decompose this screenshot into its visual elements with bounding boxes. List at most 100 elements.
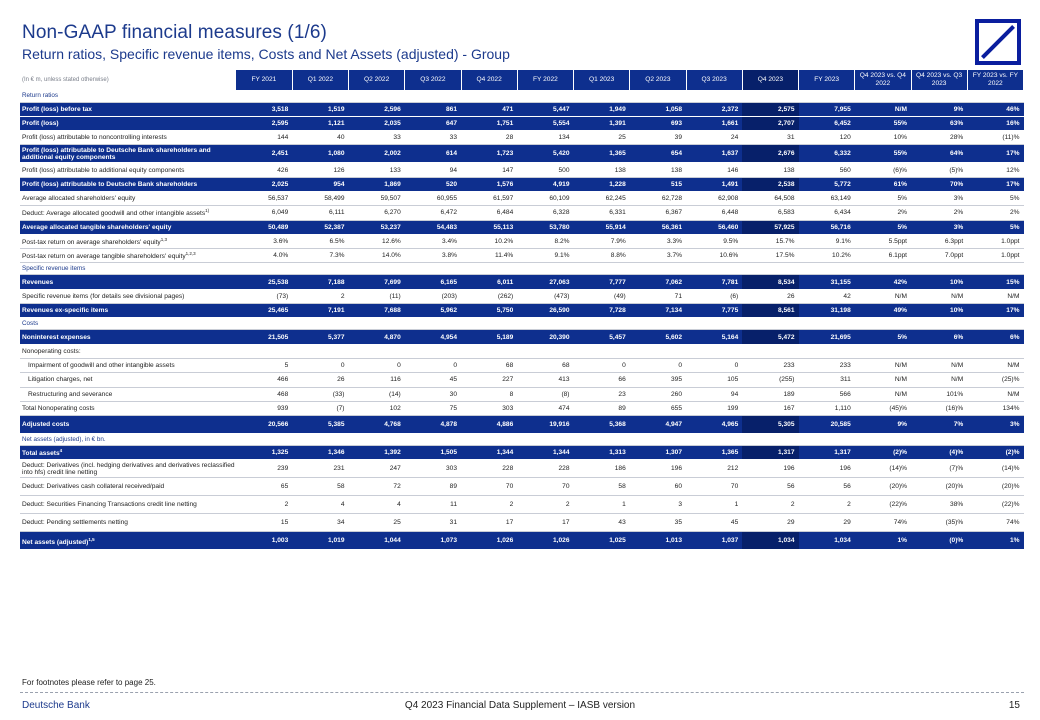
table-cell: 25	[573, 130, 630, 146]
table-cell: 5%	[854, 191, 911, 207]
table-cell: 11	[404, 495, 461, 515]
table-cell: 16%	[967, 116, 1024, 132]
table-cell: 56	[798, 477, 855, 497]
table-cell: 2	[798, 495, 855, 515]
row-label: Deduct: Derivatives cash collateral rece…	[20, 477, 236, 497]
table-cell: 5,554	[517, 116, 574, 132]
table-cell: 3.8%	[404, 248, 461, 264]
table-cell: 58,499	[292, 191, 349, 207]
table-cell: 196	[629, 459, 686, 479]
table-cell: 6,434	[798, 205, 855, 221]
table-row: Deduct: Average allocated goodwill and o…	[20, 205, 1024, 221]
table-cell: 228	[517, 459, 574, 479]
table-cell: 55,113	[461, 220, 518, 235]
table-cell: 2,451	[236, 144, 293, 164]
table-cell: 6.1ppt	[854, 248, 911, 264]
table-cell: 5	[236, 358, 293, 374]
footnote-marker: 1,5	[88, 536, 95, 542]
table-cell: 17%	[967, 177, 1024, 192]
table-cell: 10.6%	[686, 248, 743, 264]
table-cell: 9%	[854, 415, 911, 435]
table-cell: 1,491	[686, 177, 743, 192]
table-cell: 15	[236, 513, 293, 533]
table-cell: 6,367	[629, 205, 686, 221]
table-cell: 1,034	[798, 531, 855, 551]
table-cell: 8.2%	[517, 234, 574, 250]
table-cell: 33	[404, 130, 461, 146]
table-cell: 1,505	[404, 445, 461, 461]
table-cell: 56,460	[686, 220, 743, 235]
table-row: Total Nonoperating costs 939 (7) 102 75 303 47…	[20, 401, 1024, 417]
table-cell: 9%	[911, 102, 968, 117]
footer-divider	[20, 692, 1024, 693]
table-row: Noninterest expenses 21,505 5,377 4,870 4,95…	[20, 329, 1024, 345]
table-cell: 39	[629, 130, 686, 146]
table-cell: 57,925	[742, 220, 799, 235]
table-cell: 9.5%	[686, 234, 743, 250]
table-cell: 5,750	[461, 303, 518, 319]
table-cell: 15.7%	[742, 234, 799, 250]
table-cell: 560	[798, 162, 855, 178]
row-label: Specific revenue items (for details see …	[20, 289, 236, 305]
table-cell: 6,049	[236, 205, 293, 221]
table-cell: 23	[573, 387, 630, 402]
table-cell: 55%	[854, 144, 911, 164]
table-cell: 4,768	[348, 415, 405, 435]
table-cell: 6,472	[404, 205, 461, 221]
table-cell: 8	[461, 387, 518, 402]
table-cell: (35)%	[911, 513, 968, 533]
table-cell: 0	[629, 358, 686, 374]
column-header: Q1 2023	[573, 70, 631, 90]
table-cell: 5,189	[461, 329, 518, 345]
table-cell: 2,596	[348, 102, 405, 117]
table-cell: (14)%	[854, 459, 911, 479]
table-cell: (25)%	[967, 372, 1024, 388]
table-cell: 6%	[911, 329, 968, 345]
column-header: Q3 2023	[686, 70, 743, 90]
table-cell: 62,245	[573, 191, 630, 207]
table-cell: 6,583	[742, 205, 799, 221]
table-cell: 6,452	[798, 116, 855, 132]
table-cell: (5)%	[911, 162, 968, 178]
table-cell: 1,365	[573, 144, 630, 164]
column-header: Q4 2023 vs. Q3 2023	[911, 70, 968, 90]
table-cell: 2	[461, 495, 518, 515]
row-label: Return ratios	[20, 90, 1024, 103]
table-cell: 59,507	[348, 191, 405, 207]
table-cell: 20,585	[798, 415, 855, 435]
table-cell: 500	[517, 162, 574, 178]
row-label: Average allocated tangible shareholders'…	[20, 220, 236, 235]
table-cell: 56,361	[629, 220, 686, 235]
table-cell: 7.3%	[292, 248, 349, 264]
table-cell: (73)	[236, 289, 293, 305]
table-cell: 0	[686, 358, 743, 374]
table-cell: (22)%	[854, 495, 911, 515]
table-row: Net assets (adjusted)1,5 1,003 1,019 1,044 1…	[20, 531, 1024, 551]
table-cell: 138	[742, 162, 799, 178]
row-label: Total Nonoperating costs	[20, 401, 236, 417]
table-cell: N/M	[911, 372, 968, 388]
table-row: Total assets4 1,325 1,346 1,392 1,505 1,344 1,…	[20, 445, 1024, 461]
column-header: Q4 2023	[742, 70, 800, 90]
table-cell: 116	[348, 372, 405, 388]
table-cell: 3.7%	[629, 248, 686, 264]
table-cell: 1,044	[348, 531, 405, 551]
table-cell: 146	[686, 162, 743, 178]
table-cell: 5,164	[686, 329, 743, 345]
table-cell	[911, 344, 968, 359]
table-cell: 474	[517, 401, 574, 417]
table-cell: (255)	[742, 372, 799, 388]
table-cell: 1,365	[686, 445, 743, 461]
table-row: Profit (loss) attributable to Deutsche B…	[20, 144, 1024, 164]
table-cell: 7,699	[348, 274, 405, 290]
table-cell: 167	[742, 401, 799, 417]
table-row: Revenues ex-specific items 25,465 7,191 7,6…	[20, 303, 1024, 319]
table-cell: 614	[404, 144, 461, 164]
table-cell: 1,026	[517, 531, 574, 551]
table-cell: 8.8%	[573, 248, 630, 264]
table-cell: 8,561	[742, 303, 799, 319]
table-cell: (20)%	[911, 477, 968, 497]
table-cell: 1,869	[348, 177, 405, 192]
row-label: Impairment of goodwill and other intangi…	[20, 358, 236, 374]
column-header: FY 2023	[798, 70, 856, 90]
